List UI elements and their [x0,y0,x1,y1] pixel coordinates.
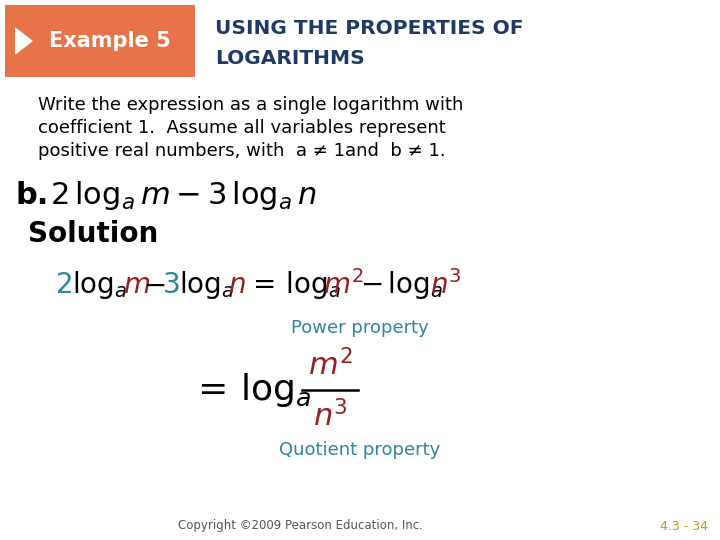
Text: $n^3$: $n^3$ [312,400,347,432]
Text: $=\,\mathrm{log}_a$: $=\,\mathrm{log}_a$ [190,371,312,409]
Text: $n^3$: $n^3$ [430,270,462,300]
Text: Example 5: Example 5 [49,31,171,51]
Text: USING THE PROPERTIES OF: USING THE PROPERTIES OF [215,18,523,37]
Text: $-\,\mathrm{log}_a$: $-\,\mathrm{log}_a$ [360,269,443,301]
Text: $m^2$: $m^2$ [323,270,364,300]
Text: $2\,\mathrm{log}_a\,m - 3\,\mathrm{log}_a\,n$: $2\,\mathrm{log}_a\,m - 3\,\mathrm{log}_… [50,179,317,213]
Text: coefficient 1.  Assume all variables represent: coefficient 1. Assume all variables repr… [38,119,446,137]
Text: Copyright ©2009 Pearson Education, Inc.: Copyright ©2009 Pearson Education, Inc. [178,519,423,532]
Polygon shape [15,27,33,55]
Text: $\mathrm{log}_a$: $\mathrm{log}_a$ [72,269,127,301]
Text: $-$: $-$ [143,271,166,299]
Text: $n$: $n$ [228,271,246,299]
Text: LOGARITHMS: LOGARITHMS [215,49,365,68]
Text: $m^2$: $m^2$ [307,349,352,381]
Text: Quotient property: Quotient property [279,441,441,459]
Text: $\mathrm{log}_a$: $\mathrm{log}_a$ [179,269,234,301]
FancyBboxPatch shape [5,5,195,77]
Text: $m$: $m$ [123,271,150,299]
Text: $3$: $3$ [162,271,179,299]
Text: Write the expression as a single logarithm with: Write the expression as a single logarit… [38,96,464,114]
Text: b.: b. [15,181,48,211]
Text: Solution: Solution [28,220,158,248]
Text: positive real numbers, with  a ≠ 1and  b ≠ 1.: positive real numbers, with a ≠ 1and b ≠… [38,142,446,160]
Text: $=\,\mathrm{log}_a$: $=\,\mathrm{log}_a$ [247,269,341,301]
Text: 4.3 - 34: 4.3 - 34 [660,519,708,532]
Text: Power property: Power property [291,319,429,337]
Text: $2$: $2$ [55,271,72,299]
